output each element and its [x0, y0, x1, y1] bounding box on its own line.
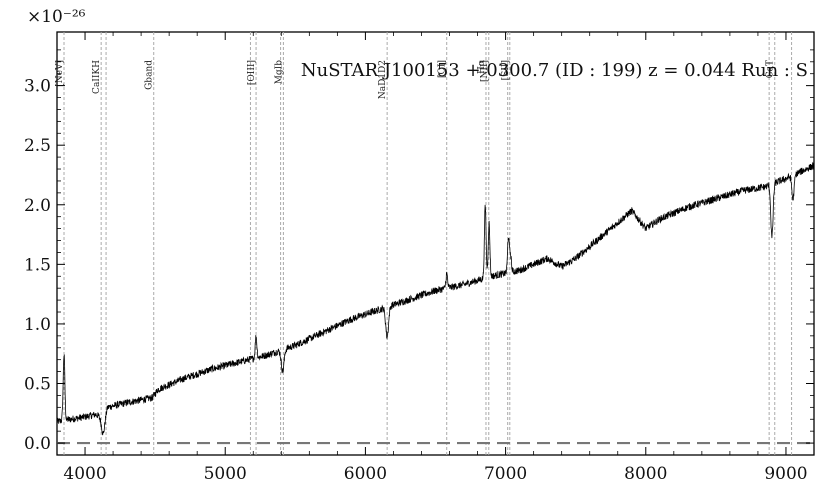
- y-tick-label-3: 1.5: [24, 255, 51, 275]
- spectral-line-label-5: [OIII]: [247, 60, 257, 85]
- spectral-line-label-10: Hα: [477, 60, 487, 74]
- y-tick-label-0: 0.0: [24, 434, 51, 454]
- spectrum-series-line: [56, 161, 815, 436]
- y-tick-label-4: 2.0: [24, 196, 51, 216]
- x-tick-label-3: 7000: [484, 464, 527, 484]
- y-tick-label-2: 1.0: [24, 315, 51, 335]
- spectral-line-label-11: [NII]: [480, 60, 490, 82]
- chart-title: NuSTAR J100153 + 0300.7 (ID : 199) z = 0…: [301, 60, 808, 81]
- spectral-line-label-8: NaD1D2: [378, 60, 388, 99]
- spectral-line-label-13: [SII]: [501, 60, 511, 80]
- spectral-line-label-15: CaT: [766, 60, 776, 78]
- spectral-line-label-1: CaIIKH: [92, 60, 102, 94]
- y-tick-label-6: 3.0: [24, 77, 51, 97]
- spectral-line-label-7: MgIb: [274, 60, 284, 85]
- spectral-line-label-9: [OI]: [438, 60, 448, 78]
- plot-frame: [56, 31, 815, 456]
- x-tick-label-0: 4000: [63, 464, 106, 484]
- spectral-line-label-3: Gband: [145, 60, 155, 90]
- x-tick-label-1: 5000: [204, 464, 247, 484]
- y-scale-label: ×10⁻²⁶: [27, 7, 86, 27]
- x-tick-label-4: 8000: [624, 464, 667, 484]
- y-tick-label-5: 2.5: [24, 136, 51, 156]
- x-tick-label-5: 9000: [764, 464, 807, 484]
- x-tick-label-2: 6000: [344, 464, 387, 484]
- y-tick-label-1: 0.5: [24, 375, 51, 395]
